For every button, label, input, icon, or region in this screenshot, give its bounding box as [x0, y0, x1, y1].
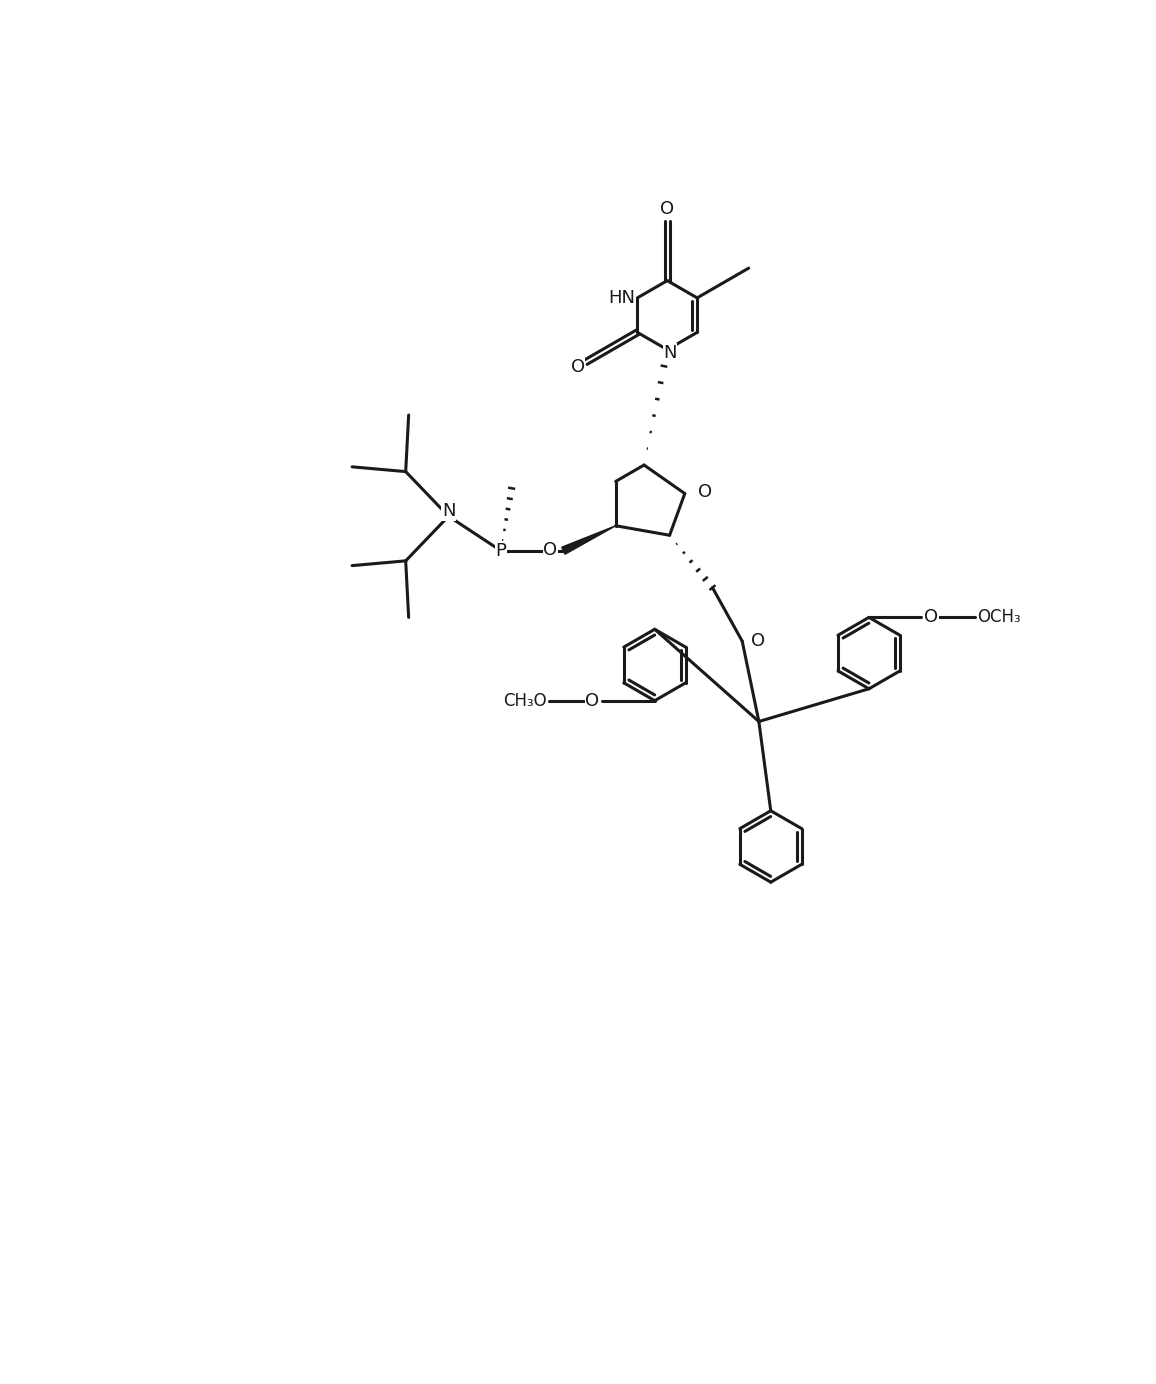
Text: O: O: [698, 483, 712, 501]
Text: OCH₃: OCH₃: [977, 609, 1021, 627]
Text: HN: HN: [608, 289, 636, 307]
Text: O: O: [924, 609, 939, 627]
Text: P: P: [496, 541, 506, 559]
Text: N: N: [664, 343, 677, 361]
Text: CH₃O: CH₃O: [503, 692, 547, 710]
Polygon shape: [562, 526, 616, 554]
Text: O: O: [543, 541, 557, 559]
Text: O: O: [751, 632, 765, 650]
Text: O: O: [585, 692, 600, 710]
Text: N: N: [442, 502, 455, 520]
Text: O: O: [571, 358, 585, 376]
Text: O: O: [660, 201, 674, 219]
